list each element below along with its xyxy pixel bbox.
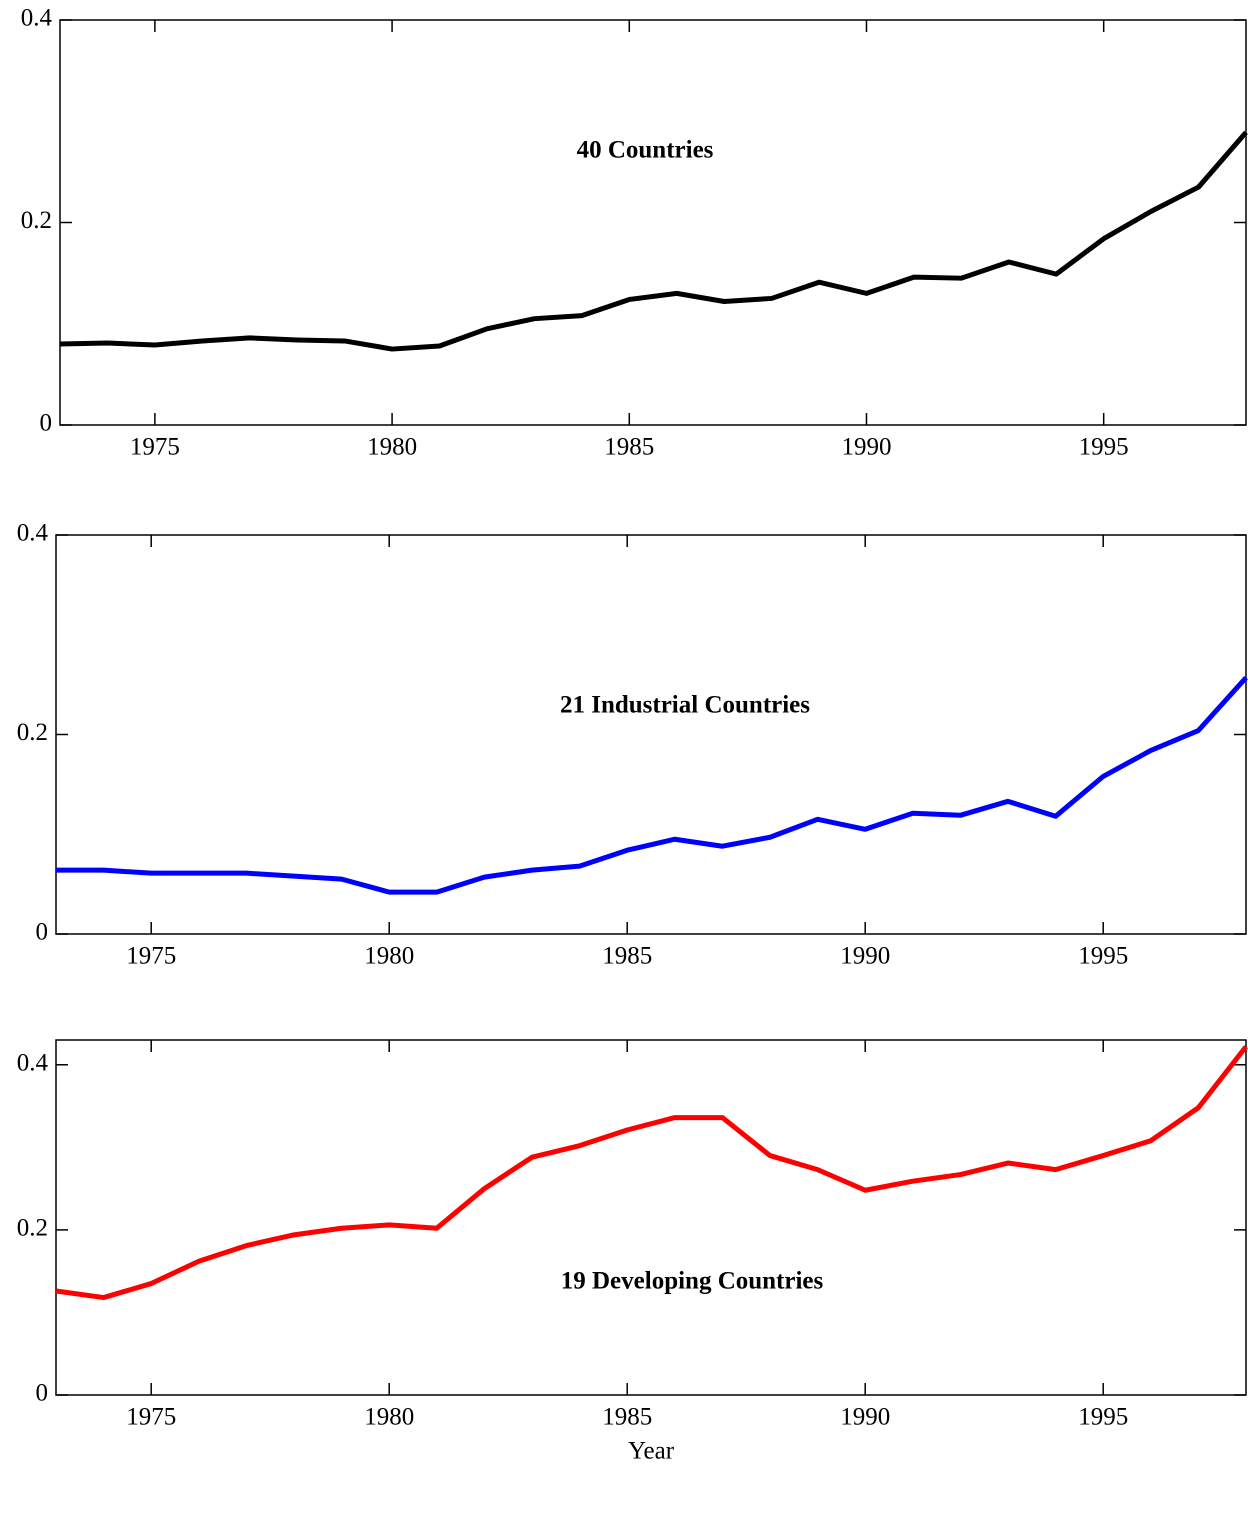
x-tick-label: 1990: [840, 1404, 890, 1431]
y-tick-label: 0.2: [17, 1215, 48, 1242]
y-tick-label: 0.4: [21, 5, 53, 32]
x-tick-label: 1980: [364, 943, 414, 970]
x-axis-label: Year: [628, 1438, 675, 1465]
x-tick-label: 1975: [126, 943, 176, 970]
data-line: [59, 130, 1248, 352]
data-line: [56, 675, 1248, 895]
annotation: 40 Countries: [577, 137, 714, 164]
y-tick-label: 0.2: [17, 719, 48, 746]
x-tick-label: 1975: [130, 434, 180, 461]
y-tick-label: 0: [36, 919, 49, 946]
x-tick-label: 1995: [1078, 943, 1128, 970]
x-tick-label: 1990: [841, 434, 891, 461]
y-tick-label: 0: [36, 1380, 49, 1407]
annotation: 19 Developing Countries: [561, 1268, 824, 1295]
plot-frame: [59, 19, 1247, 426]
x-tick-label: 1985: [602, 943, 652, 970]
x-tick-label: 1975: [126, 1404, 176, 1431]
y-tick-label: 0.4: [17, 1050, 49, 1077]
x-tick-label: 1995: [1078, 1404, 1128, 1431]
x-tick-label: 1980: [364, 1404, 414, 1431]
y-tick-label: 0.4: [17, 520, 49, 547]
plot-frame: [55, 1039, 1247, 1396]
x-tick-label: 1995: [1079, 434, 1129, 461]
x-tick-label: 1990: [840, 943, 890, 970]
annotation: 21 Industrial Countries: [560, 692, 810, 719]
x-tick-label: 1980: [367, 434, 417, 461]
data-line: [55, 1045, 1248, 1301]
y-tick-label: 0: [40, 410, 53, 437]
y-tick-label: 0.2: [21, 207, 52, 234]
x-tick-label: 1985: [604, 434, 654, 461]
x-tick-label: 1985: [602, 1404, 652, 1431]
